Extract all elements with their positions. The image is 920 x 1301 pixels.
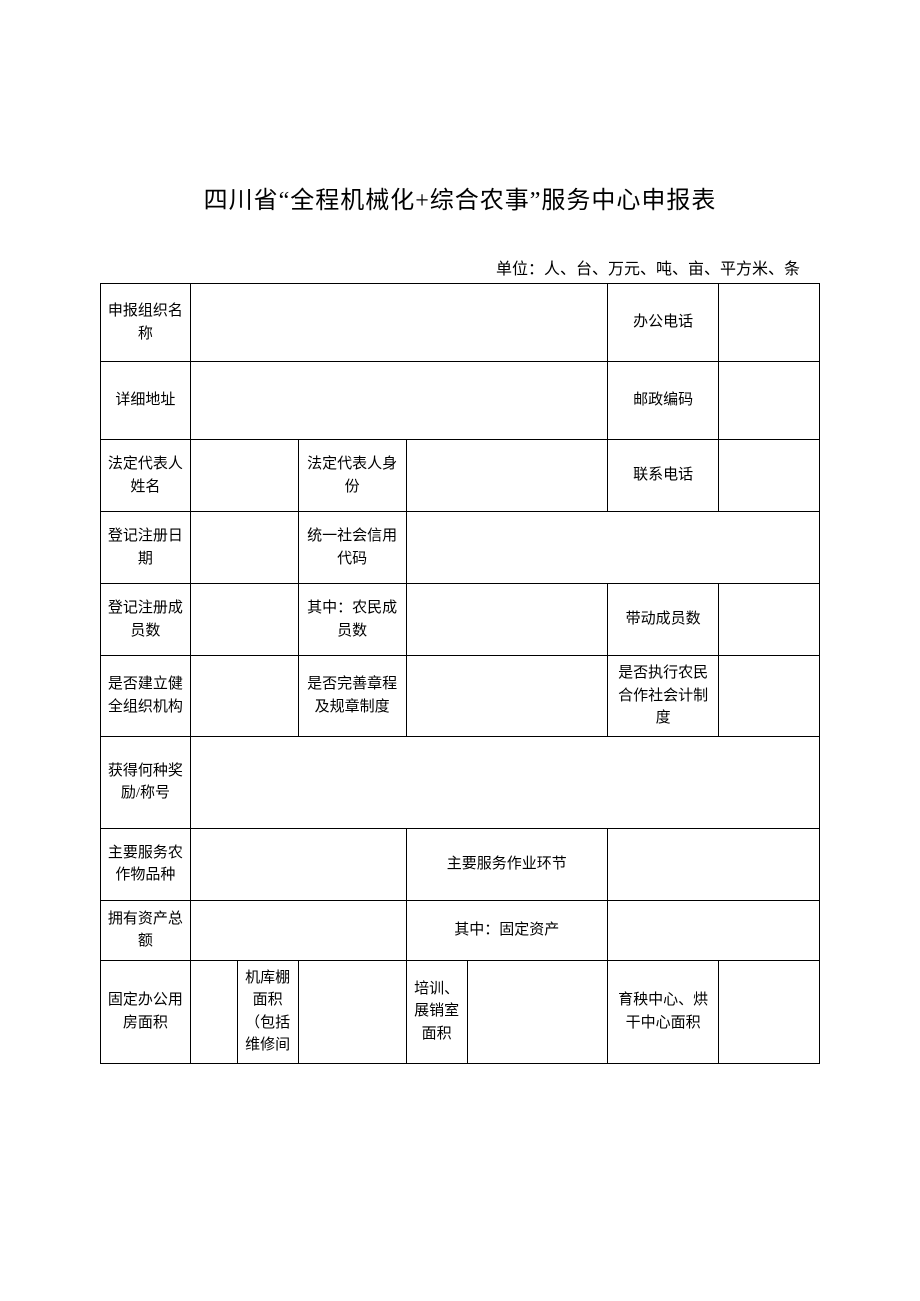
label-reg-members: 登记注册成员数 [101, 584, 191, 656]
table-row: 固定办公用房面积 机库棚面积（包括维修间 培训、展销室面积 育秧中心、烘干中心面… [101, 960, 820, 1063]
value-service-links [607, 828, 819, 900]
label-service-links: 主要服务作业环节 [406, 828, 607, 900]
value-total-assets [190, 900, 406, 960]
table-row: 是否建立健全组织机构 是否完善章程及规章制度 是否执行农民合作社会计制度 [101, 656, 820, 737]
table-row: 法定代表人姓名 法定代表人身份 联系电话 [101, 440, 820, 512]
value-reg-date [190, 512, 298, 584]
value-fixed-assets [607, 900, 819, 960]
value-awards [190, 736, 819, 828]
label-address: 详细地址 [101, 362, 191, 440]
value-office-phone [719, 284, 820, 362]
label-credit-code: 统一社会信用代码 [298, 512, 406, 584]
label-garage-area: 机库棚面积（包括维修间 [237, 960, 298, 1063]
label-postcode: 邮政编码 [607, 362, 718, 440]
table-row: 登记注册日期 统一社会信用代码 [101, 512, 820, 584]
label-farmer-members: 其中：农民成员数 [298, 584, 406, 656]
label-nursery-area: 育秧中心、烘干中心面积 [607, 960, 718, 1063]
label-reg-date: 登记注册日期 [101, 512, 191, 584]
value-office-area [190, 960, 237, 1063]
label-regulations: 是否完善章程及规章制度 [298, 656, 406, 737]
label-org-name: 申报组织名称 [101, 284, 191, 362]
value-crop-types [190, 828, 406, 900]
label-total-assets: 拥有资产总额 [101, 900, 191, 960]
value-reg-members [190, 584, 298, 656]
value-postcode [719, 362, 820, 440]
table-row: 申报组织名称 办公电话 [101, 284, 820, 362]
value-org-structure [190, 656, 298, 737]
label-driven-members: 带动成员数 [607, 584, 718, 656]
label-crop-types: 主要服务农作物品种 [101, 828, 191, 900]
value-org-name [190, 284, 607, 362]
label-office-phone: 办公电话 [607, 284, 718, 362]
label-training-area: 培训、展销室面积 [406, 960, 467, 1063]
unit-line: 单位：人、台、万元、吨、亩、平方米、条 [100, 255, 820, 279]
value-training-area [467, 960, 607, 1063]
label-fixed-assets: 其中：固定资产 [406, 900, 607, 960]
value-legal-rep-name [190, 440, 298, 512]
table-row: 获得何种奖励/称号 [101, 736, 820, 828]
label-legal-rep-identity: 法定代表人身份 [298, 440, 406, 512]
value-garage-area [298, 960, 406, 1063]
document-page: 四川省“全程机械化+综合农事”服务中心申报表 单位：人、台、万元、吨、亩、平方米… [0, 0, 920, 1144]
table-row: 主要服务农作物品种 主要服务作业环节 [101, 828, 820, 900]
value-accounting [719, 656, 820, 737]
document-title: 四川省“全程机械化+综合农事”服务中心申报表 [100, 180, 820, 215]
application-form-table: 申报组织名称 办公电话 详细地址 邮政编码 法定代表人姓名 法定代表人身份 联系… [100, 283, 820, 1064]
label-office-area: 固定办公用房面积 [101, 960, 191, 1063]
label-awards: 获得何种奖励/称号 [101, 736, 191, 828]
value-credit-code [406, 512, 819, 584]
table-row: 详细地址 邮政编码 [101, 362, 820, 440]
value-driven-members [719, 584, 820, 656]
value-legal-rep-identity [406, 440, 607, 512]
value-contact-phone [719, 440, 820, 512]
table-row: 拥有资产总额 其中：固定资产 [101, 900, 820, 960]
label-contact-phone: 联系电话 [607, 440, 718, 512]
label-legal-rep-name: 法定代表人姓名 [101, 440, 191, 512]
label-accounting: 是否执行农民合作社会计制度 [607, 656, 718, 737]
value-nursery-area [719, 960, 820, 1063]
value-farmer-members [406, 584, 607, 656]
value-regulations [406, 656, 607, 737]
table-row: 登记注册成员数 其中：农民成员数 带动成员数 [101, 584, 820, 656]
value-address [190, 362, 607, 440]
label-org-structure: 是否建立健全组织机构 [101, 656, 191, 737]
